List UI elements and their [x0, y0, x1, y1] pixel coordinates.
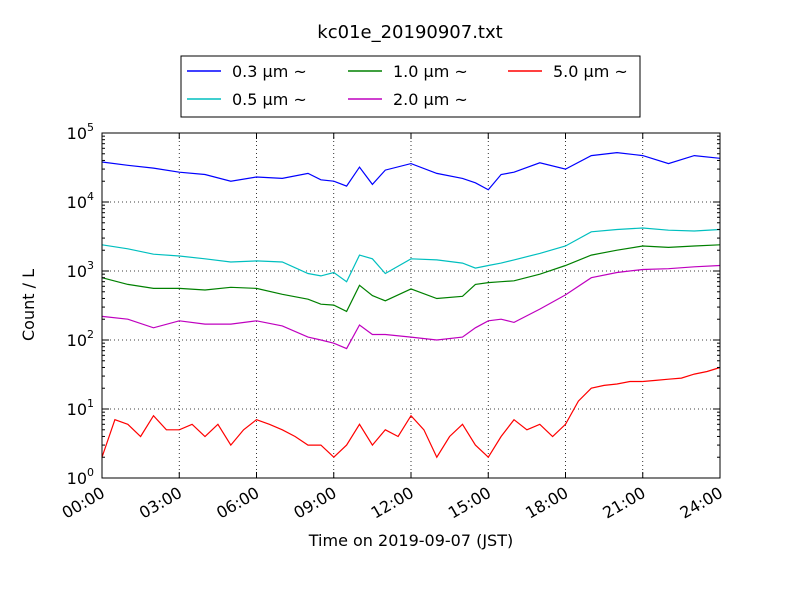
legend-label-1: 0.5 μm ~: [232, 90, 307, 109]
x-tick-label: 24:00: [677, 483, 726, 523]
y-tick-label: 101: [67, 397, 94, 419]
x-tick-label: 09:00: [290, 483, 339, 523]
legend: 0.3 μm ~ 0.5 μm ~ 1.0 μm ~ 2.0 μm ~ 5.0 μm ~: [180, 55, 641, 118]
x-axis-label: Time on 2019-09-07 (JST): [308, 531, 513, 550]
y-tick-label: 100: [67, 466, 94, 488]
y-axis: 100 101 102 103 104 105: [67, 121, 720, 488]
series-line-3: [101, 264, 721, 350]
x-tick-label: 21:00: [599, 483, 648, 523]
x-tick-label: 00:00: [59, 483, 108, 523]
x-tick-label: 18:00: [522, 483, 571, 523]
y-tick-label: 103: [67, 259, 94, 281]
y-tick-label: 105: [67, 121, 94, 143]
y-axis-label: Count / L: [19, 269, 38, 341]
x-tick-label: 03:00: [136, 483, 185, 523]
legend-label-3: 2.0 μm ~: [393, 90, 468, 109]
legend-box: [180, 55, 641, 118]
series-line-1: [101, 227, 721, 283]
series-line-4: [101, 366, 721, 459]
x-axis: 00:00 03:00 06:00 09:00 12:00 15:00 18:00 21:00…: [59, 133, 726, 523]
x-tick-label: 06:00: [213, 483, 262, 523]
series-line-0: [101, 151, 721, 191]
legend-label-0: 0.3 μm ~: [232, 62, 307, 81]
legend-label-4: 5.0 μm ~: [553, 62, 628, 81]
series-line-2: [101, 244, 721, 313]
chart-title: kc01e_20190907.txt: [317, 22, 502, 43]
x-tick-label: 15:00: [445, 483, 494, 523]
plot-lines: [101, 151, 721, 459]
y-tick-label: 102: [67, 328, 94, 350]
x-tick-label: 12:00: [368, 483, 417, 523]
legend-label-2: 1.0 μm ~: [393, 62, 468, 81]
y-tick-label: 104: [67, 190, 94, 212]
